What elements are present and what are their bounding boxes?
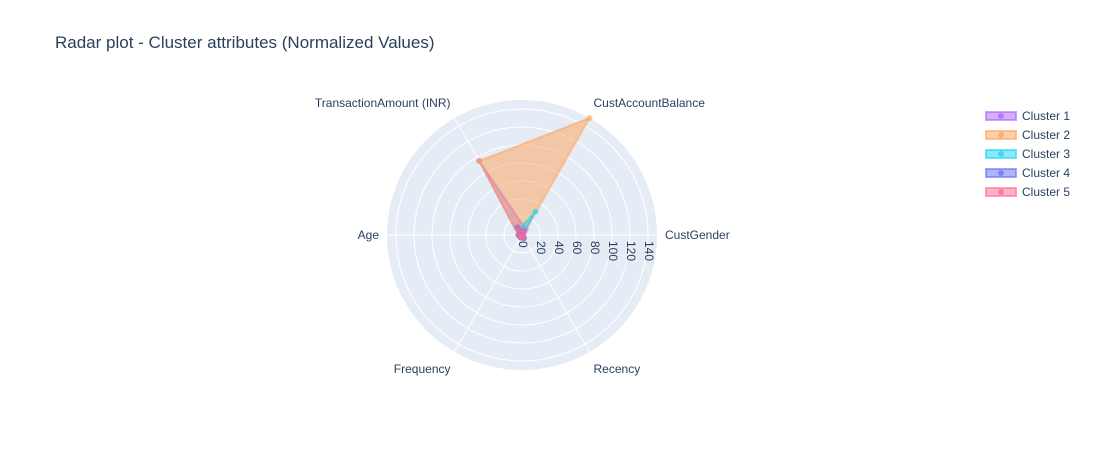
legend-label: Cluster 3 <box>1022 146 1071 161</box>
legend-marker <box>998 112 1004 119</box>
legend-swatch <box>985 110 1017 121</box>
chart-title: Radar plot - Cluster attributes (Normali… <box>55 33 435 52</box>
radial-tick-label: 20 <box>534 241 548 255</box>
data-point[interactable] <box>476 157 483 164</box>
angular-axis-label: Recency <box>594 362 641 376</box>
legend-swatch <box>985 148 1017 159</box>
angular-axis-label: CustAccountBalance <box>594 96 706 110</box>
data-point[interactable] <box>586 115 593 122</box>
angular-axis-label: Age <box>358 228 380 242</box>
angular-axis-label: TransactionAmount (INR) <box>315 96 451 110</box>
legend-marker <box>998 188 1004 195</box>
radial-tick-label: 80 <box>588 241 602 255</box>
legend-swatch <box>985 167 1017 178</box>
data-point[interactable] <box>515 225 522 232</box>
angular-axis-label: CustGender <box>665 228 730 242</box>
legend-marker <box>998 131 1004 138</box>
legend-swatch <box>985 129 1017 140</box>
radial-tick-label: 0 <box>516 241 530 248</box>
legend-item[interactable]: Cluster 5 <box>985 182 1070 201</box>
radial-tick-label: 40 <box>552 241 566 255</box>
angular-gridline <box>454 234 523 353</box>
legend-label: Cluster 1 <box>1022 108 1071 123</box>
legend-item[interactable]: Cluster 3 <box>985 144 1070 163</box>
data-point[interactable] <box>532 208 539 215</box>
legend-item[interactable]: Cluster 4 <box>985 163 1070 182</box>
legend-item[interactable]: Cluster 1 <box>985 106 1070 125</box>
radial-tick-label: 120 <box>624 241 638 261</box>
legend-swatch <box>985 186 1017 197</box>
radial-tick-label: 140 <box>642 241 656 261</box>
data-point[interactable] <box>520 235 527 242</box>
legend[interactable]: Cluster 1 Cluster 2 Cluster 3 Cluster 4 Clus… <box>985 106 1070 201</box>
legend-label: Cluster 4 <box>1022 165 1071 180</box>
legend-marker <box>998 169 1004 176</box>
angular-axis-label: Frequency <box>394 362 451 376</box>
data-point[interactable] <box>521 228 528 235</box>
legend-marker <box>998 150 1004 157</box>
legend-label: Cluster 2 <box>1022 127 1071 142</box>
legend-label: Cluster 5 <box>1022 184 1071 199</box>
radial-tick-label: 60 <box>570 241 584 255</box>
angular-gridline <box>521 234 590 353</box>
radial-tick-label: 100 <box>606 241 620 261</box>
legend-item[interactable]: Cluster 2 <box>985 125 1070 144</box>
